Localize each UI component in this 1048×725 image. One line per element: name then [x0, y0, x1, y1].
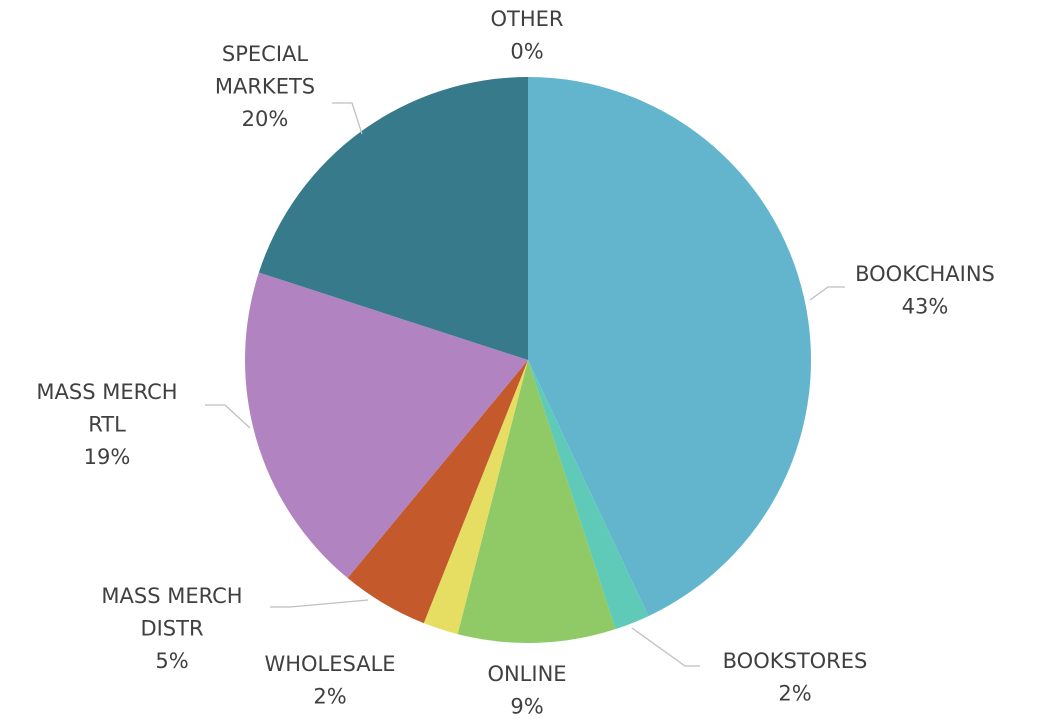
- category-label: BOOKCHAINS: [855, 262, 995, 286]
- value-label: 2%: [778, 682, 811, 706]
- leader-line: [631, 627, 700, 667]
- pie-slice: [528, 360, 649, 630]
- category-label: SPECIAL MARKETS: [215, 42, 315, 99]
- pie-slice: [528, 77, 811, 617]
- pie-slice: [245, 272, 529, 579]
- value-label: 2%: [313, 685, 346, 709]
- value-label: 5%: [155, 649, 188, 673]
- category-label: WHOLESALE: [264, 652, 395, 676]
- pie-slice: [258, 77, 528, 360]
- leader-line: [809, 286, 845, 301]
- leader-line: [270, 599, 369, 608]
- value-label: 43%: [902, 295, 949, 319]
- category-label: MASS MERCH RTL: [36, 380, 177, 437]
- pie: [245, 77, 811, 643]
- pie-slice: [457, 360, 616, 643]
- category-label: ONLINE: [487, 662, 566, 686]
- value-label: 20%: [242, 107, 289, 131]
- leaders: [205, 102, 845, 667]
- value-label: 19%: [84, 445, 131, 469]
- leader-line: [332, 102, 363, 135]
- category-label: MASS MERCH DISTR: [101, 584, 242, 641]
- value-label: 9%: [510, 695, 543, 719]
- value-label: 0%: [510, 40, 543, 64]
- category-label: OTHER: [490, 7, 563, 31]
- pie-slice: [423, 360, 528, 635]
- category-label: BOOKSTORES: [723, 649, 868, 673]
- leader-line: [205, 404, 251, 429]
- pie-slice: [347, 360, 528, 624]
